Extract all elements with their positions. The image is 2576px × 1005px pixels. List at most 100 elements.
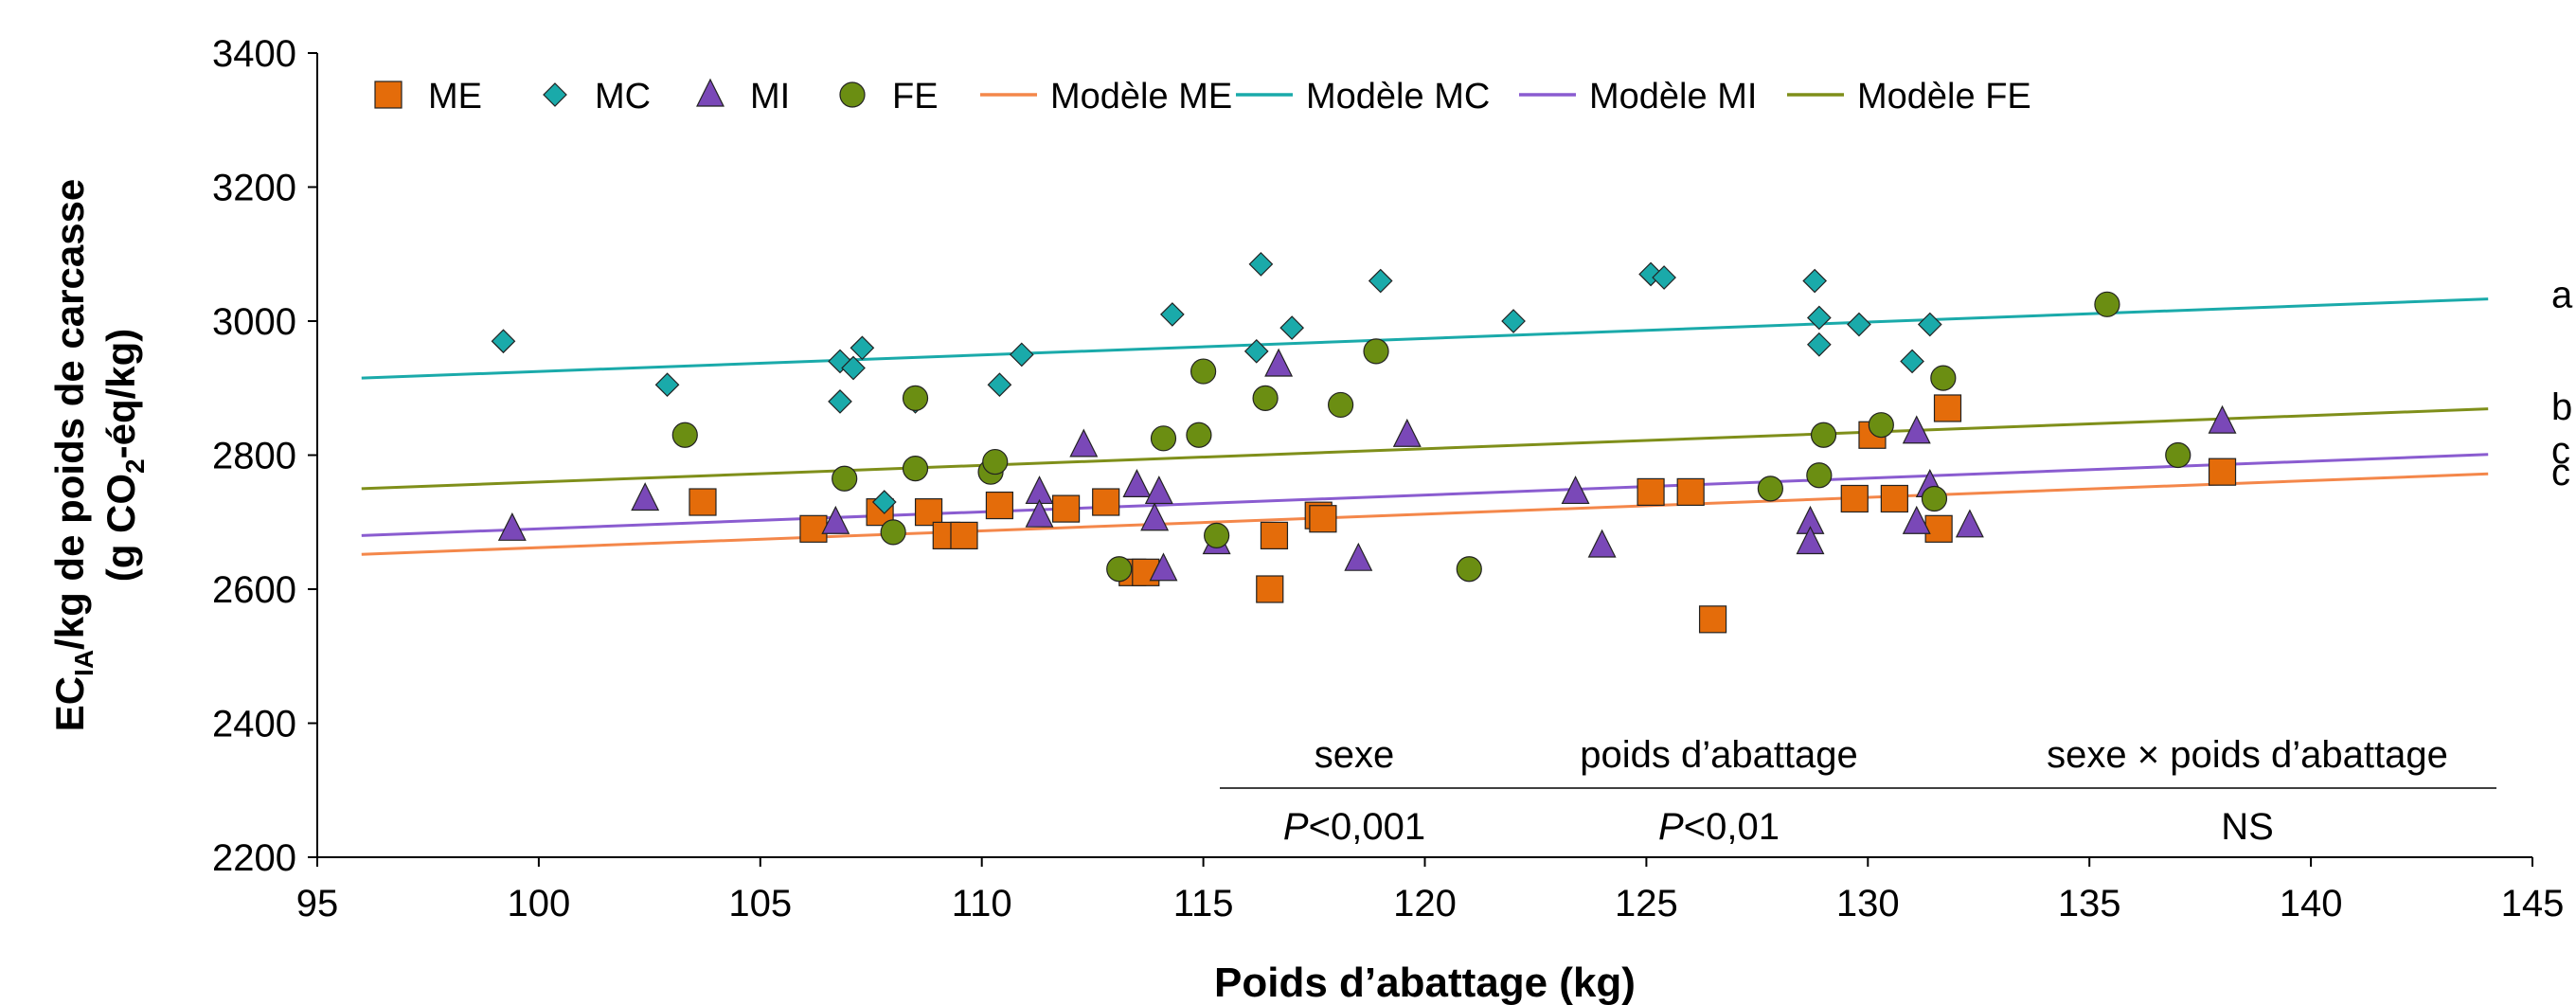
x-tick-label: 130	[1836, 883, 1900, 924]
stats-value-sexe: P<0,001	[1283, 806, 1425, 848]
point-mi	[1144, 476, 1173, 505]
point-mi	[1587, 529, 1617, 558]
x-tick-label: 140	[2280, 883, 2343, 924]
point-mc	[1806, 305, 1832, 331]
point-mc	[1248, 252, 1274, 277]
y-tick-label: 3400	[212, 33, 296, 75]
x-tick-label: 110	[952, 883, 1012, 924]
x-tick-label: 135	[2058, 883, 2121, 924]
legend-label-modele-mi: Modèle MI	[1589, 77, 1757, 117]
y-tick-label: 2600	[212, 569, 296, 611]
point-me	[1933, 394, 1962, 422]
point-fe	[1150, 425, 1177, 452]
point-me	[914, 498, 943, 527]
point-mc	[1847, 312, 1871, 337]
point-mi	[1902, 505, 1931, 534]
point-mc	[987, 372, 1012, 398]
point-mc	[828, 389, 852, 414]
line-letter-label: a	[2551, 275, 2573, 316]
point-mc	[1160, 302, 1185, 327]
x-tick-label: 125	[1615, 883, 1678, 924]
point-mc	[1806, 332, 1832, 357]
legend-swatch-fe	[839, 81, 866, 108]
point-mi	[1902, 415, 1931, 444]
point-me	[2208, 458, 2237, 486]
point-mi	[1344, 542, 1373, 571]
y-tick-label: 2200	[212, 837, 296, 879]
stats-header-interaction: sexe × poids d’abattage	[2047, 734, 2448, 776]
y-tick-label: 2800	[212, 436, 296, 477]
legend-swatch-me	[374, 81, 402, 109]
legend-label-modele-me: Modèle ME	[1050, 77, 1232, 117]
point-fe	[1757, 476, 1783, 502]
point-fe	[671, 422, 698, 448]
y-tick-label: 3200	[212, 168, 296, 209]
model-line-modele-mi	[361, 453, 2489, 537]
legend-swatch-mc	[543, 82, 567, 107]
y-axis-title: ECIA/kg de poids de carcasse (g CO2-éq/k…	[47, 179, 150, 732]
point-fe	[1456, 556, 1482, 583]
point-fe	[982, 448, 1009, 476]
point-fe	[902, 385, 929, 411]
point-mc	[654, 372, 680, 398]
y-axis-title-line1: ECIA/kg de poids de carcasse	[47, 179, 98, 732]
point-mi	[497, 511, 527, 541]
point-mi	[1955, 509, 1984, 538]
legend-label-modele-mc: Modèle MC	[1306, 77, 1490, 117]
x-tick-label: 105	[728, 883, 792, 924]
point-fe	[902, 456, 929, 482]
point-mc	[1652, 265, 1676, 290]
point-mc	[1243, 338, 1269, 364]
point-mc	[871, 490, 897, 514]
point-mi	[1561, 476, 1590, 505]
point-fe	[1190, 358, 1217, 385]
x-tick-label: 100	[508, 883, 571, 924]
point-mc	[1802, 268, 1828, 294]
line-letter-label: c	[2551, 430, 2570, 472]
x-tick-label: 115	[1173, 883, 1234, 924]
stats-header-poids: poids d’abattage	[1580, 734, 1858, 776]
point-me	[950, 521, 978, 550]
stats-header-sexe: sexe	[1315, 734, 1395, 776]
stats-value-poids: P<0,01	[1658, 806, 1780, 848]
point-fe	[1328, 391, 1354, 419]
point-fe	[1921, 485, 1948, 512]
point-mi	[1069, 428, 1099, 458]
point-mi	[1025, 498, 1054, 528]
point-fe	[880, 519, 906, 546]
line-letter-label: c	[2551, 452, 2570, 494]
point-me	[1256, 575, 1284, 603]
x-tick-label: 145	[2501, 883, 2565, 924]
point-mi	[1149, 552, 1178, 582]
point-me	[689, 488, 717, 516]
stats-table: sexe poids d’abattage sexe × poids d’aba…	[1220, 734, 2496, 848]
legend-label-fe: FE	[892, 77, 939, 117]
point-mc	[1279, 315, 1305, 340]
legend-label-mc: MC	[595, 77, 651, 117]
x-axis-title: Poids d’abattage (kg)	[1214, 960, 1636, 1005]
point-fe	[1363, 338, 1389, 365]
point-mi	[1122, 468, 1152, 497]
point-mi	[1140, 502, 1170, 531]
x-tick-label: 95	[296, 883, 339, 924]
line-letter-label: b	[2551, 386, 2572, 428]
point-mc	[1501, 309, 1526, 333]
model-line-modele-me	[361, 472, 2489, 556]
legend-swatch-mi	[696, 78, 724, 107]
point-fe	[1868, 412, 1894, 439]
point-mi	[631, 482, 660, 511]
point-fe	[1810, 422, 1837, 448]
point-fe	[1252, 385, 1279, 411]
point-me	[1092, 488, 1120, 516]
legend-label-mi: MI	[750, 77, 790, 117]
point-mc	[841, 355, 866, 381]
point-me	[1880, 484, 1908, 513]
point-me	[799, 514, 828, 543]
point-me	[1260, 521, 1289, 550]
model-line-modele-fe	[361, 407, 2489, 491]
point-fe	[1106, 556, 1133, 583]
point-fe	[832, 465, 858, 492]
point-fe	[2094, 291, 2120, 317]
